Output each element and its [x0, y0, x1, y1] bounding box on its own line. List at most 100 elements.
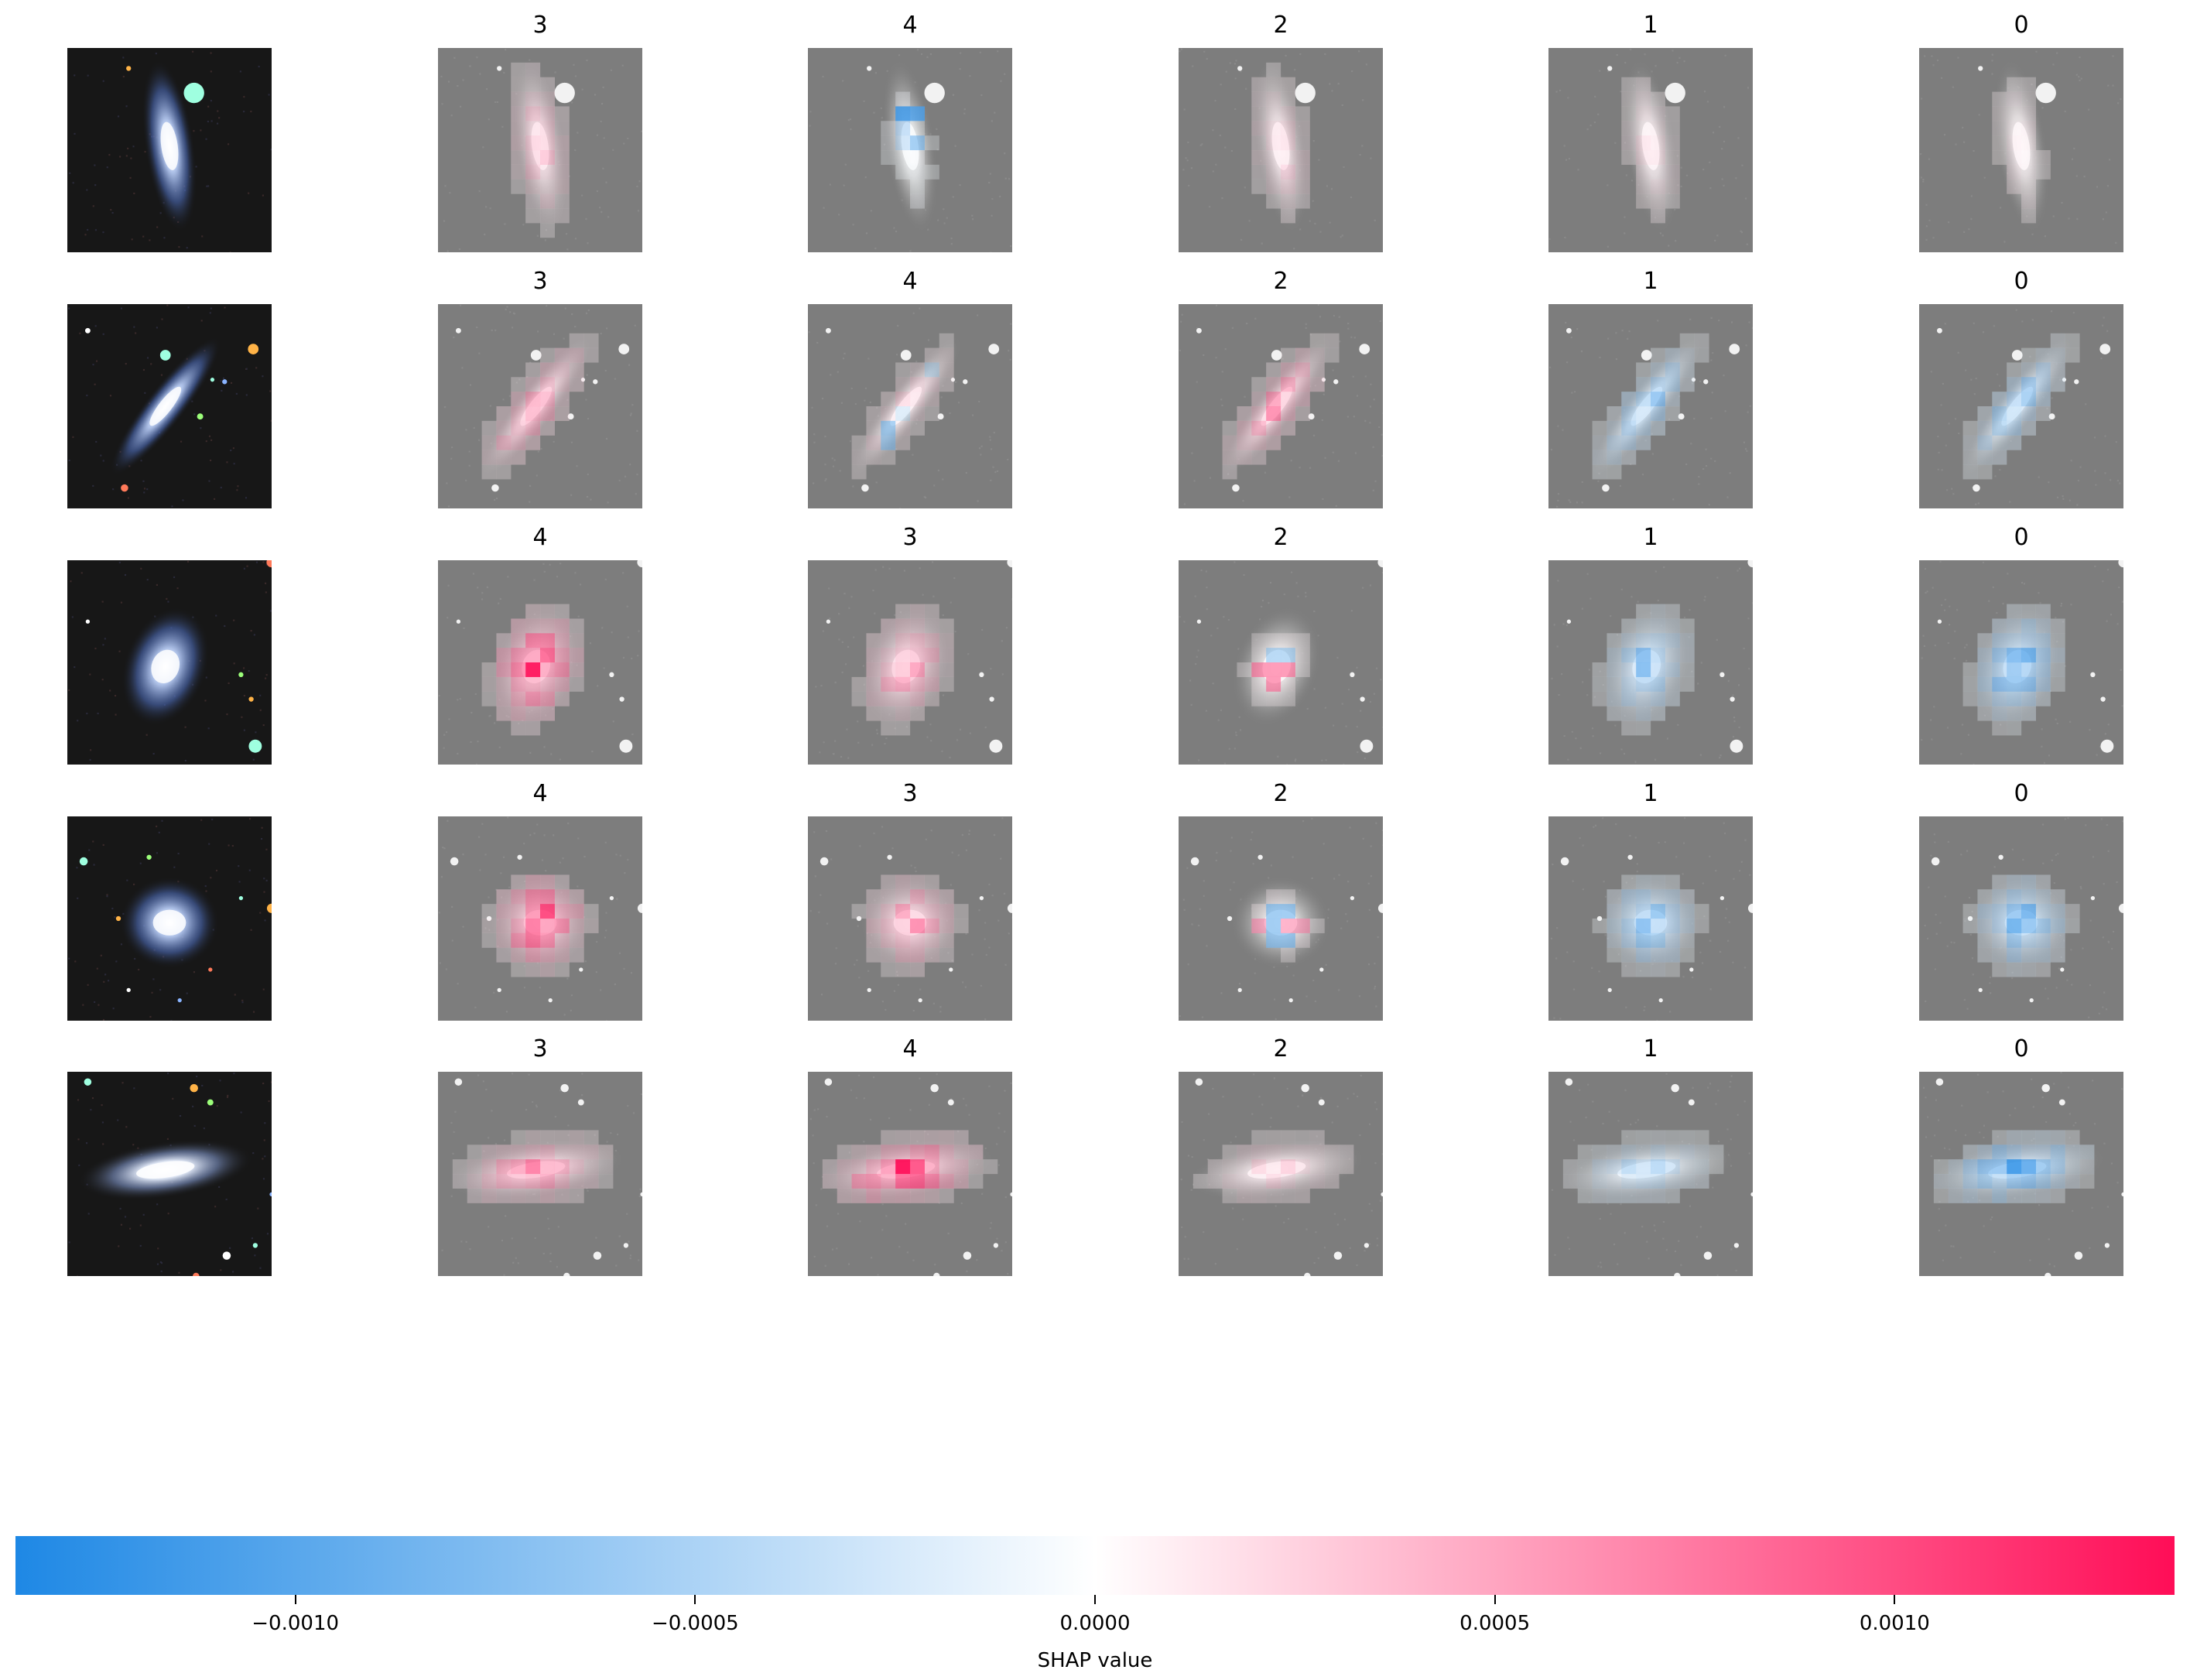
- shap-cell: [1295, 1145, 1310, 1160]
- shap-cell: [511, 77, 526, 92]
- shap-cell: [881, 962, 896, 977]
- shap-cell: [1992, 676, 2007, 692]
- shap-overlay-panel: [1179, 816, 1383, 1021]
- shap-cell: [2050, 1145, 2065, 1160]
- shap-cell: [554, 633, 570, 648]
- shap-cell: [1251, 150, 1267, 165]
- shap-cell: [2021, 193, 2036, 209]
- shap-cell: [2021, 377, 2036, 392]
- shap-cell: [540, 91, 555, 107]
- shap-cell: [924, 633, 939, 648]
- shap-cell: [1992, 150, 2007, 165]
- shap-cell: [2021, 91, 2036, 107]
- shap-cell: [2021, 604, 2036, 619]
- shap-cell: [569, 362, 584, 378]
- shap-cell: [511, 435, 526, 450]
- shap-cell: [1651, 135, 1665, 151]
- shap-cell: [866, 1145, 881, 1160]
- shap-cell: [1266, 121, 1281, 136]
- shap-cell: [1621, 633, 1637, 648]
- shap-cell: [554, 121, 570, 136]
- shap-cell: [1251, 450, 1267, 465]
- shap-cell: [525, 604, 541, 619]
- shap-heatmap: [1919, 304, 2123, 508]
- shap-cell: [2021, 932, 2036, 948]
- galaxy-image: [67, 1072, 272, 1276]
- shap-cell: [2007, 1188, 2022, 1203]
- shap-cell: [2035, 962, 2051, 977]
- shap-overlay-panel: [438, 1072, 642, 1276]
- class-label: 2: [1273, 1035, 1288, 1062]
- original-galaxy-image: [67, 816, 272, 1021]
- shap-cell: [1607, 435, 1622, 450]
- shap-cell: [2065, 904, 2080, 919]
- shap-cell: [2007, 121, 2022, 136]
- shap-cell: [1607, 889, 1622, 905]
- shap-cell: [1266, 77, 1281, 92]
- shap-cell: [1651, 392, 1665, 407]
- shap-cell: [866, 1159, 881, 1175]
- shap-cell: [1592, 691, 1607, 707]
- shap-cell: [554, 1174, 570, 1189]
- shap-cell: [511, 1188, 526, 1203]
- shap-cell: [1992, 392, 2007, 407]
- shap-cell: [924, 889, 939, 905]
- shap-cell: [1607, 904, 1622, 919]
- shap-cell: [1295, 106, 1310, 121]
- shap-cell: [881, 691, 896, 707]
- shap-cell: [554, 164, 570, 180]
- shap-cell: [1237, 1159, 1252, 1175]
- shap-cell: [1621, 706, 1637, 721]
- shap-cell: [1309, 362, 1325, 378]
- class-label: 1: [1643, 268, 1658, 295]
- shap-cell: [866, 1188, 881, 1203]
- shap-cell: [1651, 932, 1665, 948]
- shap-cell: [2021, 889, 2036, 905]
- shap-cell: [939, 919, 954, 933]
- shap-cell: [2021, 106, 2036, 121]
- shap-cell: [1295, 648, 1310, 663]
- shap-cell: [866, 706, 881, 721]
- shap-cell: [1977, 420, 1993, 436]
- shap-heatmap: [1179, 816, 1383, 1021]
- shap-cell: [910, 904, 925, 919]
- shap-cell: [1665, 633, 1680, 648]
- shap-cell: [1621, 392, 1637, 407]
- shap-cell: [2021, 347, 2036, 363]
- shap-cell: [540, 706, 555, 721]
- shap-cell: [1992, 406, 2007, 421]
- shap-cell: [895, 633, 911, 648]
- shap-cell: [1621, 135, 1637, 151]
- shap-cell: [1636, 150, 1651, 165]
- shap-cell: [1324, 333, 1340, 348]
- shap-heatmap: [1548, 816, 1753, 1021]
- shap-cell: [2021, 618, 2036, 634]
- galaxy-image: [67, 816, 272, 1021]
- shap-cell: [1651, 106, 1665, 121]
- shap-cell: [1266, 106, 1281, 121]
- shap-cell: [1679, 618, 1695, 634]
- shap-cell: [2035, 1130, 2051, 1145]
- shap-cell: [1237, 1188, 1252, 1203]
- shap-cell: [1665, 676, 1680, 692]
- shap-cell: [924, 874, 939, 890]
- shap-overlay-panel: [1548, 1072, 1753, 1276]
- shap-cell: [1651, 406, 1665, 421]
- shap-cell: [2007, 904, 2022, 919]
- shap-cell: [939, 676, 954, 692]
- shap-cell: [1665, 889, 1680, 905]
- shap-cell: [1992, 919, 2007, 933]
- colorbar-tick-label: 0.0000: [1059, 1612, 1131, 1635]
- shap-cell: [1709, 1145, 1724, 1160]
- shap-cell: [540, 1159, 555, 1175]
- shap-cell: [1977, 464, 1993, 480]
- shap-cell: [2021, 1130, 2036, 1145]
- shap-cell: [895, 1145, 911, 1160]
- shap-cell: [554, 676, 570, 692]
- shap-cell: [511, 691, 526, 707]
- shap-cell: [540, 604, 555, 619]
- shap-cell: [953, 1159, 969, 1175]
- shap-cell: [1266, 135, 1281, 151]
- shap-cell: [2021, 676, 2036, 692]
- shap-cell: [1295, 1159, 1310, 1175]
